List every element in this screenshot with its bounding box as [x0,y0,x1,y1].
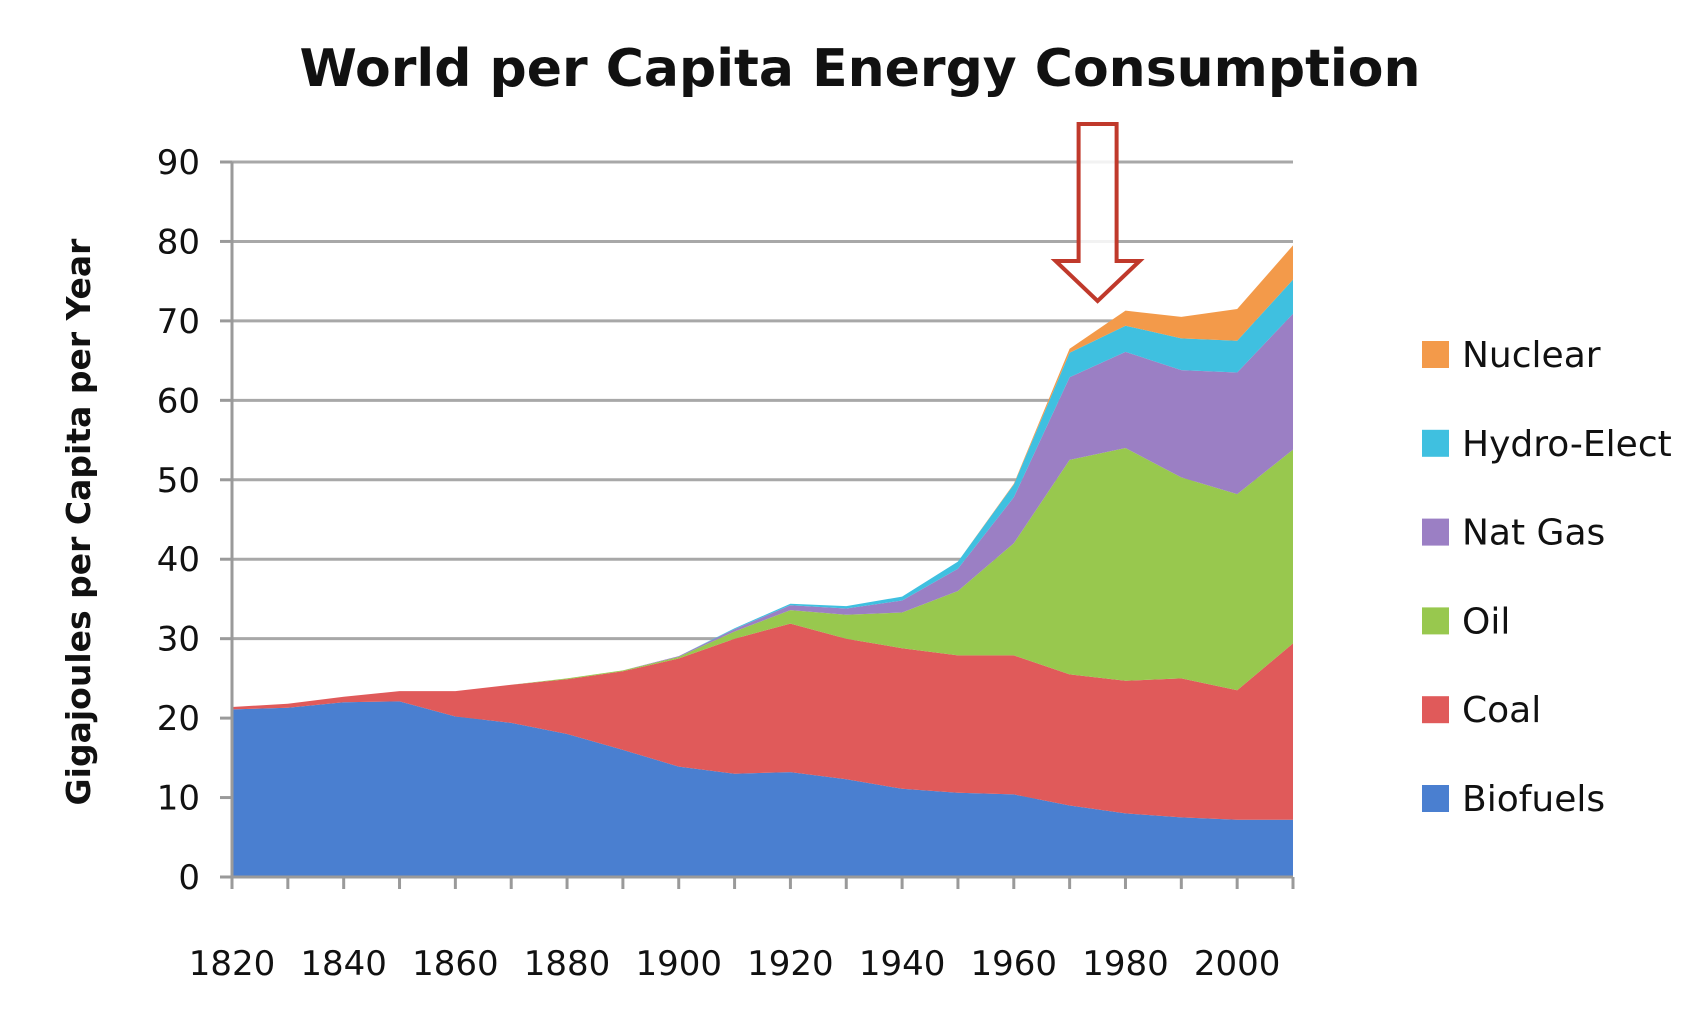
y-tick-labels: 0 10 20 30 40 50 60 70 80 90 [157,143,200,898]
x-tick-label: 1940 [859,944,946,984]
legend-label-hydro-elect: Hydro-Elect [1462,424,1672,465]
legend: Nuclear Hydro-Elect Nat Gas Oil Coal Biofuels [1422,335,1672,820]
legend-swatch-nuclear [1422,341,1449,368]
area-oil [232,448,1293,707]
y-tick-label: 20 [157,699,200,739]
x-tick-label: 2000 [1194,944,1281,984]
legend-swatch-nat-gas [1422,518,1449,546]
y-tick-label: 70 [157,302,200,342]
annotation-arrow [1050,122,1145,304]
y-tick-label: 50 [157,461,200,501]
legend-label-coal: Coal [1462,690,1541,731]
x-tick-label: 1900 [635,944,722,984]
x-tick-label: 1880 [524,944,611,984]
x-tick-label: 1840 [300,944,387,984]
y-axis-label: Gigajoules per Capita per Year [59,238,98,806]
x-tick-labels: 1820 1840 1860 1880 1900 1920 1940 1960 1980 2000 [189,944,1281,984]
y-tick-label: 40 [157,540,200,580]
axes [220,160,1295,889]
legend-label-nat-gas: Nat Gas [1462,513,1605,554]
area-coal [232,623,1293,820]
x-tick-label: 1860 [412,944,499,984]
x-tick-label: 1980 [1082,944,1169,984]
legend-label-oil: Oil [1462,601,1510,642]
area-biofuels [232,701,1293,877]
stacked-areas [232,245,1293,877]
chart-title: World per Capita Energy Consumption [300,39,1421,99]
x-tick-label: 1920 [747,944,834,984]
y-tick-label: 0 [178,858,200,898]
y-tick-label: 80 [157,222,200,262]
legend-swatch-coal [1422,696,1449,724]
legend-label-biofuels: Biofuels [1462,779,1605,820]
y-tick-label: 10 [157,779,200,819]
y-tick-label: 30 [157,620,200,660]
y-tick-label: 90 [157,143,200,183]
x-tick-label: 1820 [189,944,276,984]
legend-label-nuclear: Nuclear [1462,335,1601,376]
legend-swatch-biofuels [1422,785,1449,812]
x-tick-label: 1960 [971,944,1058,984]
legend-swatch-hydro-elect [1422,429,1449,457]
legend-swatch-oil [1422,607,1449,635]
y-tick-label: 60 [157,381,200,421]
down-arrow-icon [1050,122,1145,304]
